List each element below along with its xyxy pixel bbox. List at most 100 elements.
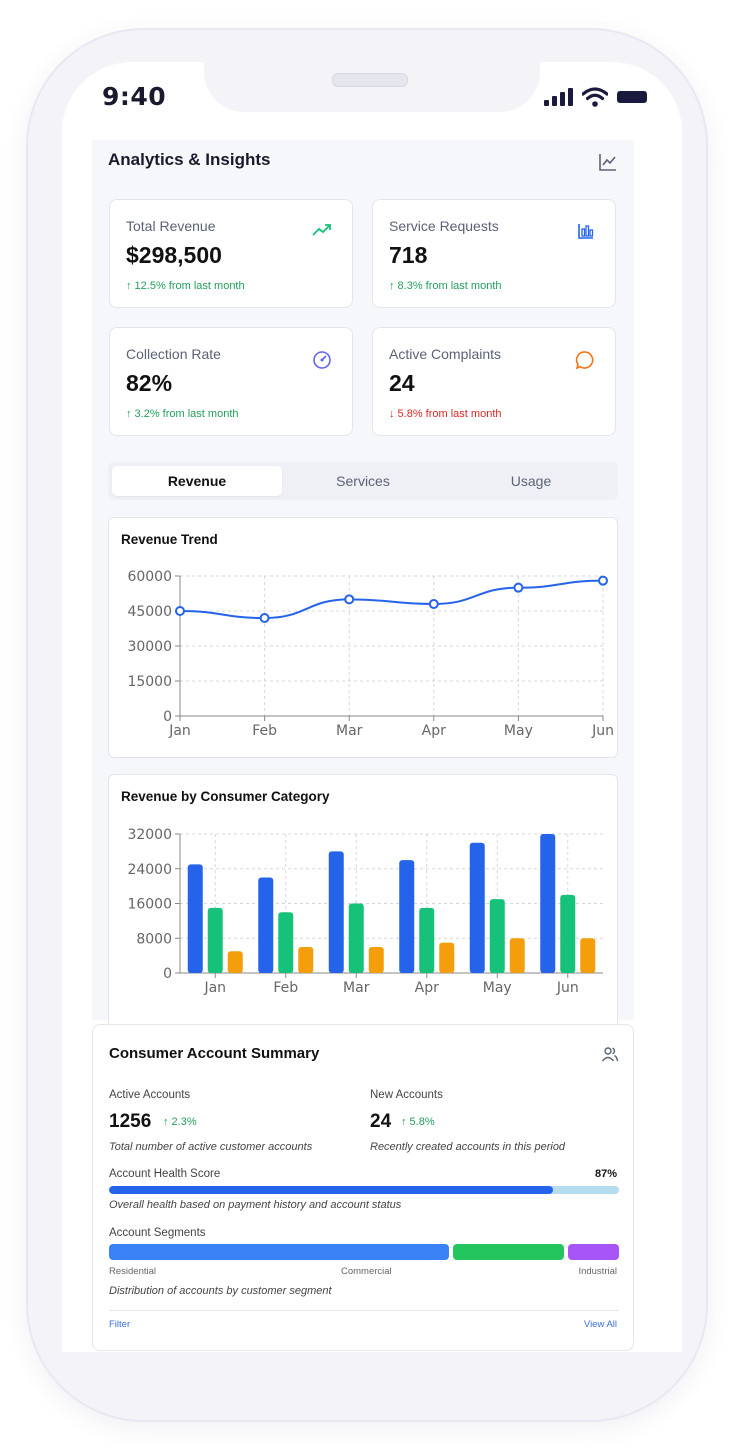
- segment-label-residential: Residential: [109, 1266, 156, 1277]
- stat-value: $298,500: [126, 242, 222, 268]
- segments-desc: Distribution of accounts by customer seg…: [109, 1285, 332, 1297]
- bar-residential: [258, 877, 274, 973]
- y-tick-label: 60000: [127, 569, 172, 585]
- new-accounts-label: New Accounts: [370, 1089, 443, 1101]
- y-tick-label: 32000: [127, 827, 172, 843]
- bar-residential: [187, 864, 203, 973]
- bar-industrial: [227, 951, 243, 973]
- stat-card-active-complaints[interactable]: Active Complaints 24 ↓ 5.8% from last mo…: [372, 327, 616, 436]
- y-tick-label: 24000: [127, 862, 172, 878]
- data-point: [428, 599, 439, 609]
- revenue-trend-chart: 0 15000 30000 45000 60000 Jan Feb Mar Apr May Jun: [127, 569, 614, 739]
- new-accounts-delta: ↑ 5.8%: [401, 1116, 435, 1128]
- stat-value: 82%: [126, 370, 173, 396]
- bar-commercial: [278, 912, 294, 973]
- bar-commercial: [489, 899, 505, 973]
- active-accounts-desc: Total number of active customer accounts: [109, 1141, 313, 1153]
- x-tick-label: Jun: [556, 980, 579, 996]
- analytics-title: Analytics & Insights: [108, 150, 271, 169]
- x-tick-label: Feb: [273, 980, 298, 996]
- bar-residential: [399, 860, 415, 973]
- summary-title: Consumer Account Summary: [109, 1045, 320, 1062]
- stat-label: Collection Rate: [126, 346, 221, 362]
- tab-revenue[interactable]: Revenue: [112, 466, 282, 496]
- bar-industrial: [580, 938, 596, 973]
- x-tick-label: Apr: [422, 723, 446, 739]
- data-point: [513, 582, 524, 593]
- chart-tabs: Revenue Services Usage: [108, 462, 618, 500]
- revenue-trend-card: Revenue Trend: [108, 517, 618, 758]
- battery-icon: [617, 91, 647, 103]
- signal-icon: [544, 88, 573, 106]
- x-tick-label: Jun: [591, 723, 614, 739]
- revenue-category-card: Revenue by Consumer Category: [108, 774, 618, 1024]
- view-all-link[interactable]: View All: [583, 1319, 617, 1330]
- chart-title: Revenue Trend: [121, 532, 218, 547]
- segment-label-commercial: Commercial: [341, 1266, 392, 1277]
- health-label: Account Health Score: [109, 1168, 221, 1180]
- x-tick-label: Feb: [252, 723, 277, 739]
- status-time: 9:40: [102, 82, 167, 111]
- bar-commercial: [419, 907, 435, 973]
- segments-label: Account Segments: [109, 1227, 206, 1239]
- stat-delta: ↑ 3.2% from last month: [126, 408, 239, 420]
- active-accounts-delta: ↑ 2.3%: [163, 1116, 197, 1128]
- status-icons: [544, 87, 648, 107]
- notch: [204, 62, 540, 112]
- trending-up-icon: [312, 224, 331, 236]
- y-tick-label: 0: [163, 709, 172, 725]
- bar-commercial: [348, 903, 364, 973]
- users-icon[interactable]: [601, 1045, 619, 1063]
- revenue-category-chart: 0 8000 16000 24000 32000 Jan Feb Mar Apr May Jun: [127, 827, 603, 996]
- tab-usage[interactable]: Usage: [510, 473, 552, 489]
- x-tick-label: Apr: [415, 980, 439, 996]
- chat-icon: [575, 351, 594, 370]
- health-bar: [109, 1186, 619, 1194]
- segment-label-industrial: Industrial: [578, 1266, 617, 1277]
- x-tick-label: Mar: [336, 723, 363, 739]
- divider: [109, 1310, 619, 1311]
- speaker: [332, 73, 408, 87]
- active-accounts-value: 1256: [109, 1111, 152, 1132]
- segment-commercial[interactable]: [452, 1244, 565, 1260]
- stat-card-collection-rate[interactable]: Collection Rate 82% ↑ 3.2% from last mon…: [109, 327, 353, 436]
- stat-label: Active Complaints: [389, 346, 502, 362]
- health-value: 87%: [594, 1168, 617, 1180]
- consumer-account-summary: Consumer Account Summary Active Accounts…: [92, 1024, 634, 1351]
- bar-industrial: [509, 938, 525, 973]
- chart-title: Revenue by Consumer Category: [121, 789, 330, 804]
- segment-residential[interactable]: [109, 1244, 449, 1260]
- stat-label: Service Requests: [389, 218, 499, 234]
- filter-link[interactable]: Filter: [109, 1319, 131, 1330]
- segments-bar: [109, 1244, 619, 1260]
- y-tick-label: 15000: [127, 674, 172, 690]
- bar-industrial: [368, 946, 384, 973]
- tab-services[interactable]: Services: [336, 473, 390, 489]
- active-accounts-label: Active Accounts: [109, 1089, 191, 1101]
- data-point: [344, 594, 355, 605]
- line-chart-icon[interactable]: [598, 152, 618, 172]
- bar-industrial: [298, 946, 314, 973]
- stat-value: 718: [389, 242, 428, 268]
- data-point: [598, 575, 608, 586]
- gauge-icon: [313, 351, 331, 369]
- stat-card-service-requests[interactable]: Service Requests 718 ↑ 8.3% from last mo…: [372, 199, 616, 308]
- x-tick-label: Jan: [203, 980, 226, 996]
- new-accounts-value: 24: [370, 1111, 392, 1132]
- bar-residential: [469, 842, 485, 973]
- stat-delta: ↑ 12.5% from last month: [126, 280, 245, 292]
- wifi-icon: [582, 87, 608, 107]
- y-tick-label: 8000: [136, 931, 172, 947]
- series-line: [179, 579, 604, 620]
- health-bar-fill: [109, 1186, 553, 1194]
- y-tick-label: 30000: [127, 639, 172, 655]
- bar-industrial: [439, 942, 455, 973]
- x-tick-label: May: [483, 980, 512, 996]
- segment-industrial[interactable]: [568, 1244, 619, 1260]
- bar-commercial: [560, 894, 576, 973]
- y-tick-label: 16000: [127, 897, 172, 913]
- stat-card-total-revenue[interactable]: Total Revenue $298,500 ↑ 12.5% from last…: [109, 199, 353, 308]
- y-tick-label: 0: [163, 966, 172, 982]
- y-tick-label: 45000: [127, 604, 172, 620]
- stat-label: Total Revenue: [126, 218, 216, 234]
